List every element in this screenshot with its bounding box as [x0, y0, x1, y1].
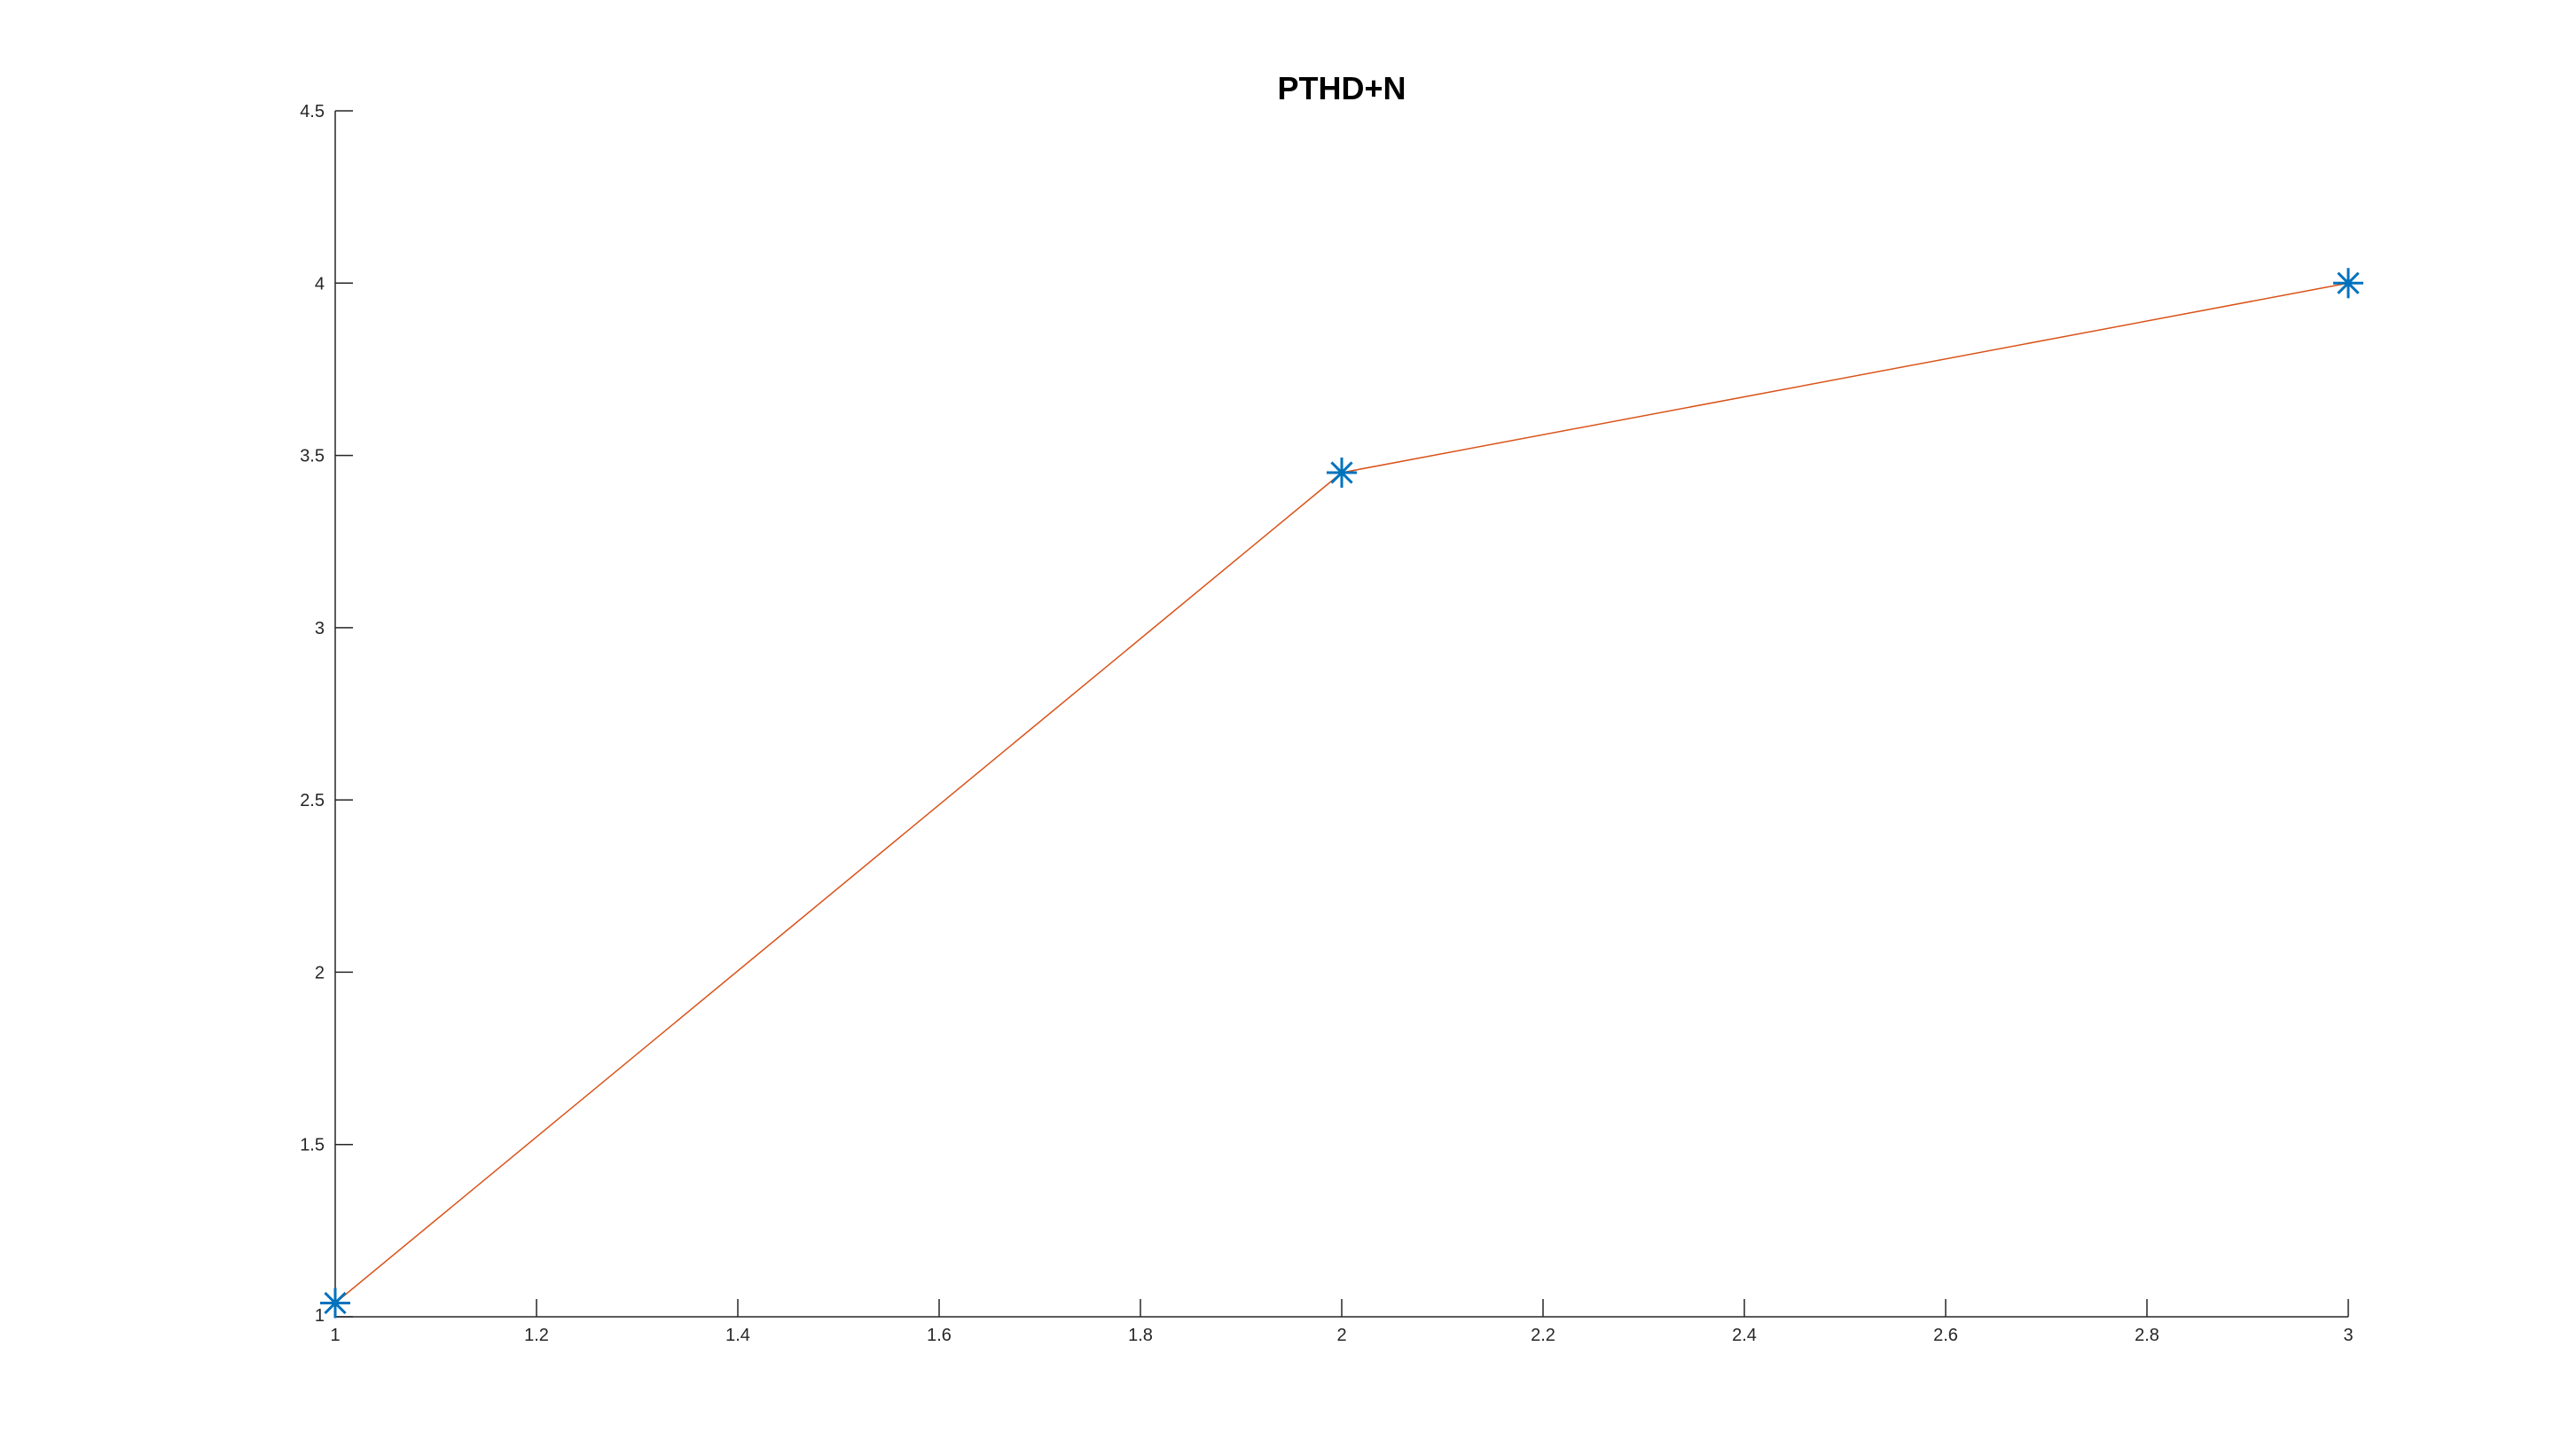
asterisk-stroke: [1330, 461, 1353, 484]
x-tick-label: 2.4: [1732, 1326, 1757, 1345]
x-tick-label: 1.8: [1128, 1326, 1153, 1345]
y-tick-label: 4: [315, 274, 325, 294]
y-tick-label: 3.5: [300, 447, 325, 466]
chart-title: PTHD+N: [1277, 70, 1406, 106]
y-tick-label: 2: [315, 963, 325, 982]
y-tick-label: 2.5: [300, 791, 325, 810]
x-tick-label: 2.2: [1531, 1326, 1555, 1345]
y-tick-label: 1: [315, 1306, 325, 1326]
x-tick-label: 1.2: [524, 1326, 549, 1345]
series-line: [334, 282, 2349, 1304]
axes: 1 1.2 1.4 1.6 1.8 2 2.2 2.4 2.6 2.8 3 1 1.5 2 2.5 3 3.5 4…: [300, 102, 2353, 1345]
y-tick-label: 4.5: [300, 102, 325, 121]
data-point-marker: [320, 1288, 350, 1319]
y-tick-label: 1.5: [300, 1136, 325, 1155]
x-tick-label: 1: [330, 1326, 340, 1345]
plot-area: [320, 268, 2363, 1319]
x-tick-label: 2: [1336, 1326, 1346, 1345]
x-tick-label: 1.6: [927, 1326, 952, 1345]
data-point-marker: [2333, 268, 2363, 299]
asterisk-stroke: [2337, 271, 2360, 294]
asterisk-stroke: [324, 1291, 347, 1315]
data-point-marker: [1327, 458, 1357, 488]
y-tick-label: 3: [315, 619, 325, 638]
x-tick-label: 1.4: [725, 1326, 750, 1345]
x-tick-label: 3: [2343, 1326, 2353, 1345]
x-tick-label: 2.6: [1933, 1326, 1958, 1345]
x-tick-label: 2.8: [2135, 1326, 2159, 1345]
